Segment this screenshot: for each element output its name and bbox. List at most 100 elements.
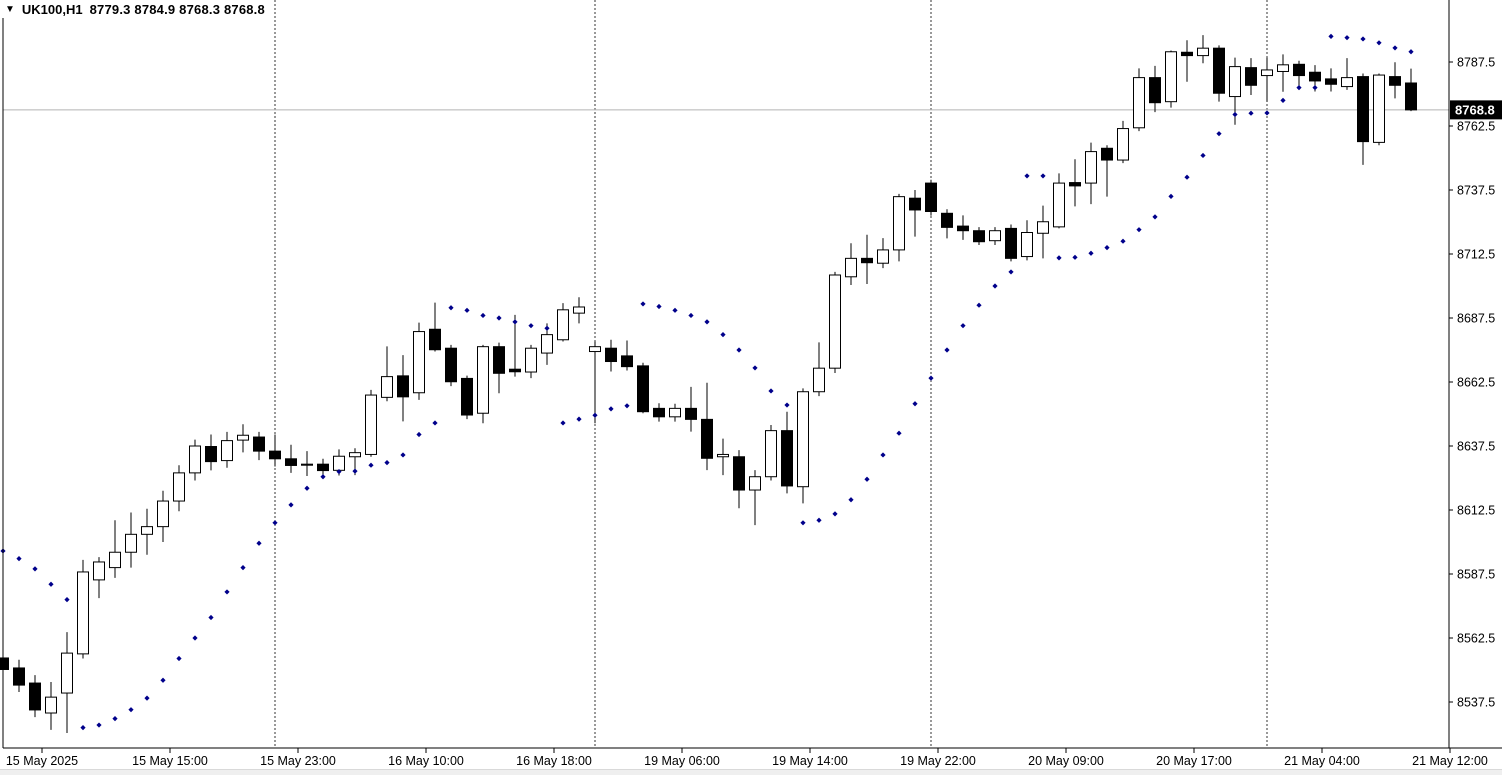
candle-body-bull: [829, 274, 841, 369]
candle: [621, 340, 633, 371]
candle-body-bull: [573, 306, 585, 314]
sar-dot: [736, 347, 742, 353]
candle: [1197, 35, 1209, 64]
candle-body-bear: [1293, 63, 1305, 77]
time-axis[interactable]: 15 May 2025 15 May 15:00 15 May 23:00 16 Ma…: [6, 748, 1488, 768]
candle: [397, 355, 409, 422]
sar-dot: [528, 323, 534, 329]
candle: [301, 451, 313, 476]
sar-dot: [1056, 255, 1062, 261]
candle: [1133, 68, 1145, 132]
candle-body-bull: [1341, 77, 1353, 88]
candle: [765, 425, 777, 481]
candle-body-bull: [141, 526, 153, 535]
sar-dot: [720, 332, 726, 338]
candle: [125, 512, 137, 568]
sar-dot: [480, 312, 486, 319]
sar-dot: [432, 420, 438, 426]
candle: [221, 431, 233, 468]
sar-dot: [224, 589, 230, 595]
time-tick-label: 20 May 17:00: [1156, 754, 1232, 768]
sar-dot: [16, 556, 22, 562]
candle: [1165, 50, 1177, 108]
sar-dot: [1248, 110, 1254, 116]
candle-body-bull: [237, 434, 249, 441]
sar-dot: [1216, 131, 1222, 137]
low-value: 8768.3: [179, 2, 221, 17]
candle: [1277, 54, 1289, 92]
price-axis[interactable]: 8787.5 8762.5 8737.5 8712.5 8687.5 8662.5 8637…: [1449, 56, 1495, 710]
candle-body-bull: [1165, 51, 1177, 103]
high-value: 8784.9: [134, 2, 176, 17]
sar-dot: [656, 303, 662, 310]
candle-body-bull: [1261, 69, 1273, 77]
sar-dot: [1168, 193, 1174, 199]
sar-dot: [1360, 36, 1366, 42]
candle-body-bear: [1181, 51, 1193, 57]
candle-body-bear: [701, 418, 713, 459]
sar-dot: [1200, 152, 1206, 159]
sar-dot: [512, 319, 518, 325]
sar-dot: [576, 416, 582, 422]
candle-body-bear: [205, 446, 217, 463]
candle-body-bull: [1053, 182, 1065, 228]
sar-dot: [544, 325, 550, 331]
candle: [957, 215, 969, 240]
sar-dot: [992, 283, 998, 289]
candle: [109, 520, 121, 578]
candle: [973, 227, 985, 246]
time-tick-label: 16 May 10:00: [388, 754, 464, 768]
candle-body-bear: [1149, 77, 1161, 104]
candle-body-bull: [749, 476, 761, 491]
sar-dot: [256, 540, 262, 546]
candle-body-bull: [1373, 74, 1385, 143]
candle-body-bull: [173, 472, 185, 502]
candle: [605, 339, 617, 372]
sar-dot: [32, 566, 38, 572]
candle: [189, 439, 201, 481]
candle-body-bull: [1021, 231, 1033, 258]
sar-dot: [352, 468, 358, 474]
candle-body-bull: [477, 346, 489, 414]
candle-body-bull: [1229, 66, 1241, 98]
candle-body-bear: [637, 365, 649, 413]
sar-dot: [1120, 238, 1126, 244]
sar-dot: [464, 307, 470, 313]
candle: [365, 389, 377, 457]
candle: [909, 190, 921, 237]
sar-dot: [368, 462, 374, 468]
sar-dot: [1376, 40, 1382, 46]
candle-body-bull: [813, 367, 825, 393]
candle: [1341, 58, 1353, 90]
candle-body-bull: [1197, 47, 1209, 57]
candle-body-bear: [733, 456, 745, 491]
price-tick-label: 8737.5: [1457, 184, 1495, 198]
candle: [669, 403, 681, 422]
sar-dot: [320, 474, 326, 480]
candle: [173, 465, 185, 512]
candle-body-bull: [669, 407, 681, 418]
sar-dot: [560, 420, 566, 426]
candle: [317, 458, 329, 477]
sar-dot: [1104, 245, 1110, 251]
sar-dot: [608, 406, 614, 412]
sar-dot: [48, 581, 54, 587]
candle-body-bear: [1405, 82, 1417, 111]
candle-body-bear: [653, 407, 665, 418]
candle-body-bull: [45, 696, 57, 714]
sar-dot: [1344, 35, 1350, 41]
symbol-dropdown-arrow-icon[interactable]: ▼: [5, 4, 15, 15]
sar-dot: [80, 725, 86, 731]
sar-dot: [976, 302, 982, 308]
sar-dot: [384, 460, 390, 466]
price-tick-label: 8587.5: [1457, 568, 1495, 582]
candle-body-bull: [413, 331, 425, 394]
candle-body-bear: [13, 667, 25, 686]
candle-body-bear: [285, 458, 297, 466]
current-price-badge: 8768.8: [1450, 100, 1502, 120]
sar-dot: [768, 388, 774, 394]
candle-body-bull: [989, 230, 1001, 242]
sar-dot: [1152, 214, 1158, 220]
sar-dot: [208, 614, 214, 621]
